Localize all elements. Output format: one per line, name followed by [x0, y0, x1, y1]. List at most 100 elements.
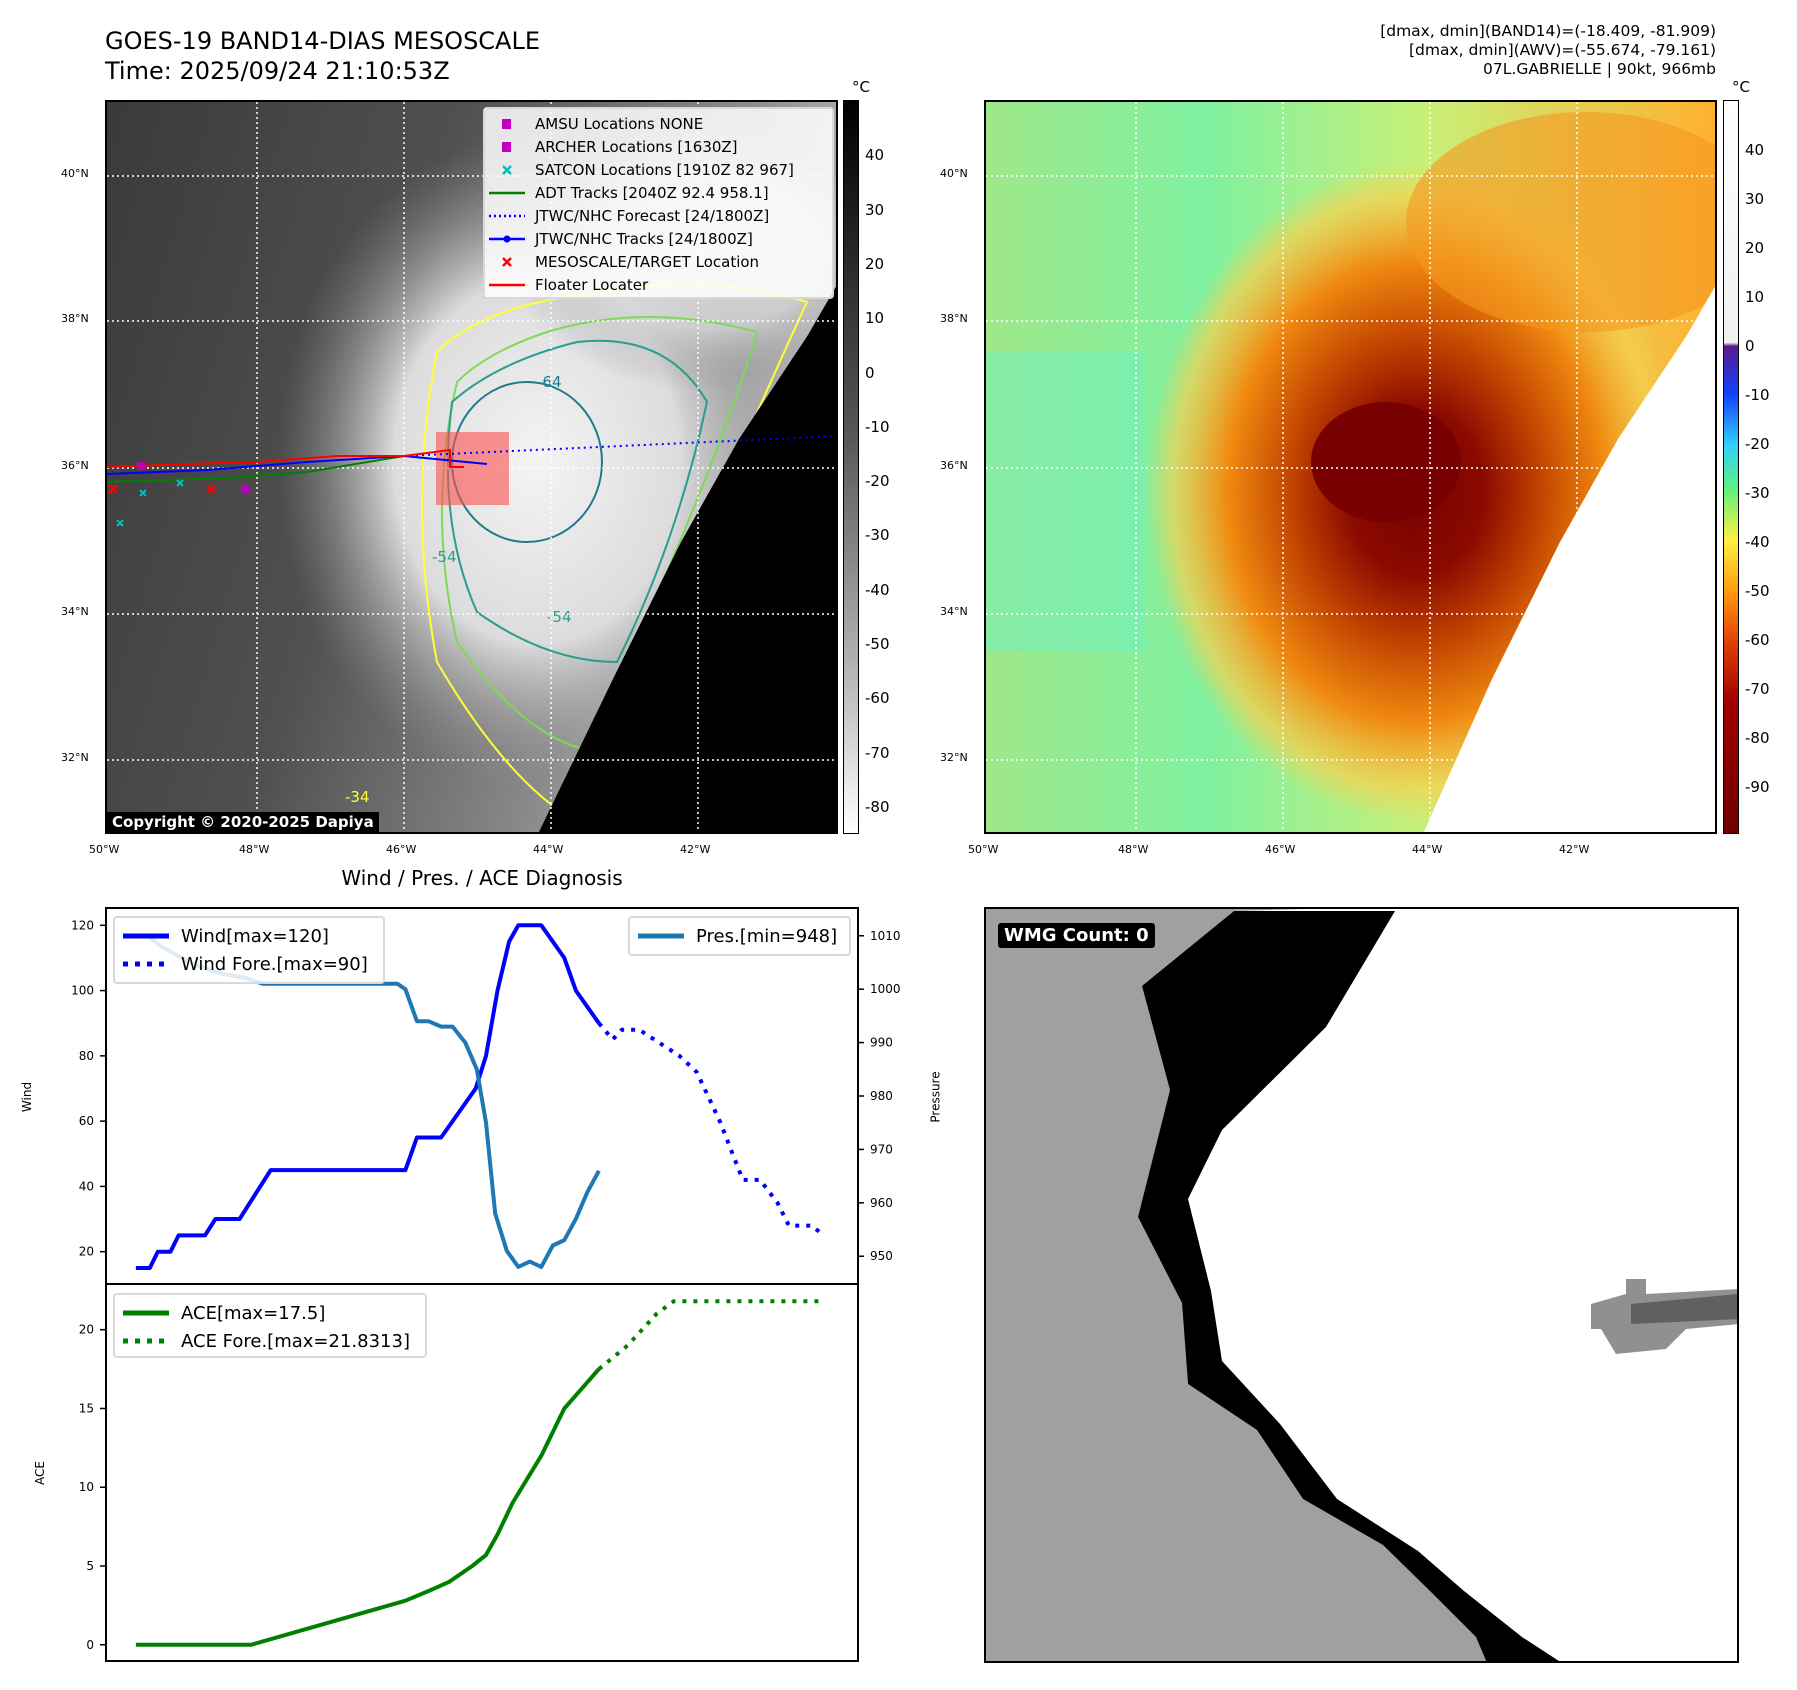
colorbar-tick-label: 10	[1745, 287, 1765, 306]
colorbar-tick-label: -40	[865, 580, 890, 599]
dark-gray-patch	[1631, 1294, 1737, 1324]
lon-tick-label: 44°W	[1412, 843, 1443, 856]
legend-ace-forecast: ACE Fore.[max=21.8313]	[123, 1330, 410, 1352]
legend-label: JTWC/NHC Forecast [24/1800Z]	[535, 206, 770, 225]
colorbar-tick-label: 20	[1745, 238, 1765, 257]
map-legend-item: JTWC/NHC Tracks [24/1800Z]	[487, 227, 832, 250]
lon-tick-label: 42°W	[680, 843, 711, 856]
colorbar-tick-label: -30	[1745, 484, 1770, 502]
series-line-ace-fore	[597, 1299, 824, 1371]
colorbar-tick-label: 40	[865, 146, 885, 165]
series-line-wind	[135, 923, 601, 1270]
lat-tick-label: 32°N	[940, 751, 968, 764]
black-band	[1138, 911, 1559, 1661]
colorbar-gray	[843, 100, 859, 834]
copyright-label: Copyright © 2020-2025 Dapiya	[107, 812, 379, 832]
ace-legend: ACE[max=17.5] ACE Fore.[max=21.8313]	[113, 1293, 427, 1358]
contour-label: -54	[547, 608, 572, 626]
info-line-2: [dmax, dmin](AWV)=(-55.674, -79.161)	[1409, 41, 1716, 59]
colorbar-gray-unit: °C	[852, 78, 870, 96]
y-tick-label: 20	[79, 1323, 94, 1337]
colorbar-tick-label: -10	[865, 417, 890, 436]
colorbar-tick-label: -50	[1745, 582, 1770, 601]
legend-label: JTWC/NHC Tracks [24/1800Z]	[535, 229, 753, 248]
y-tick-label: 100	[71, 984, 94, 998]
contour-label: -34	[345, 788, 370, 806]
colorbar-tick-label: 10	[865, 309, 885, 328]
y-tick-label: 0	[86, 1638, 94, 1652]
lon-tick-label: 48°W	[239, 843, 270, 856]
archer-markers	[137, 462, 249, 493]
series-line-ace	[135, 1367, 601, 1647]
lat-tick-label: 36°N	[61, 459, 89, 472]
target-markers	[108, 484, 216, 494]
colorbar-tick-label: 20	[865, 254, 885, 273]
map-legend: AMSU Locations NONE ARCHER Locations [163…	[483, 107, 834, 299]
colorbar-tick-label: 0	[1745, 336, 1755, 355]
lon-tick-label: 46°W	[1265, 843, 1296, 856]
contour-teal-outer	[446, 339, 709, 664]
no-data-region	[538, 286, 836, 832]
colorbar-tick-label: -80	[1745, 729, 1770, 748]
pressure-axis-label: Pressure	[928, 1071, 943, 1123]
contour-green	[441, 316, 759, 754]
legend-label: Floater Locater	[535, 275, 649, 294]
map-legend-item: AMSU Locations NONE	[487, 112, 832, 135]
legend-label: ADT Tracks [2040Z 92.4 958.1]	[535, 183, 769, 202]
lat-tick-label: 34°N	[61, 605, 89, 618]
lon-tick-label: 50°W	[968, 843, 999, 856]
nhc-track	[107, 454, 488, 475]
legend-symbol-icon	[487, 279, 527, 291]
lat-tick-label: 36°N	[940, 459, 968, 472]
y2-tick-label: 950	[870, 1249, 893, 1263]
gray-region	[986, 909, 1487, 1661]
colorbar-tick-label: -60	[1745, 631, 1770, 650]
lat-tick-label: 34°N	[940, 605, 968, 618]
wind-legend: Wind[max=120] Wind Fore.[max=90]	[113, 916, 385, 984]
lon-tick-label: 48°W	[1118, 843, 1149, 856]
wmg-panel: WMG Count: 0	[984, 907, 1739, 1663]
y2-tick-label: 980	[870, 1089, 893, 1103]
y2-tick-label: 990	[870, 1036, 893, 1050]
colorbar-tick-label: -40	[1745, 533, 1770, 552]
y-tick-label: 80	[79, 1049, 94, 1063]
gridlines	[986, 102, 1715, 832]
figure-time: Time: 2025/09/24 21:10:53Z	[105, 57, 450, 85]
figure-title: GOES-19 BAND14-DIAS MESOSCALE	[105, 27, 541, 55]
ir-color-image	[986, 102, 1715, 832]
legend-symbol-icon	[487, 187, 527, 199]
ir-gray-map: -64 -54 -54 -34 AMSU Locations NONE ARCHE…	[105, 100, 838, 834]
lon-tick-label: 46°W	[386, 843, 417, 856]
ace-axis-label: ACE	[32, 1461, 47, 1485]
legend-symbol-icon	[487, 256, 527, 268]
no-data-region	[1423, 286, 1715, 832]
colorbar-tick-label: 30	[865, 200, 885, 219]
y2-tick-label: 1010	[870, 929, 901, 943]
colorbar-tick-label: 30	[1745, 189, 1765, 208]
lon-tick-label: 44°W	[533, 843, 564, 856]
y-tick-label: 10	[79, 1480, 94, 1494]
chart-axes-frame	[105, 1283, 859, 1662]
wind-axis-label: Wind	[20, 1081, 35, 1113]
info-line-3: 07L.GABRIELLE | 90kt, 966mb	[1483, 60, 1716, 78]
legend-wind-forecast: Wind Fore.[max=90]	[123, 953, 368, 975]
y-tick-label: 40	[79, 1179, 94, 1193]
series-line-pres	[135, 933, 601, 1269]
lat-tick-label: 38°N	[940, 312, 968, 325]
legend-symbol-icon	[487, 141, 527, 153]
y-tick-label: 5	[86, 1559, 94, 1573]
lat-tick-label: 40°N	[61, 167, 89, 180]
lon-tick-label: 42°W	[1559, 843, 1590, 856]
y-tick-label: 20	[79, 1245, 94, 1259]
wmg-image	[986, 909, 1737, 1661]
legend-symbol-icon	[487, 233, 527, 245]
lat-tick-label: 32°N	[61, 751, 89, 764]
legend-symbol-icon	[487, 164, 527, 176]
lon-tick-label: 50°W	[89, 843, 120, 856]
colorbar-tick-label: -70	[1745, 680, 1770, 699]
map-legend-item: ADT Tracks [2040Z 92.4 958.1]	[487, 181, 832, 204]
map-legend-item: JTWC/NHC Forecast [24/1800Z]	[487, 204, 832, 227]
ir-color-map	[984, 100, 1717, 834]
y2-tick-label: 1000	[870, 982, 901, 996]
